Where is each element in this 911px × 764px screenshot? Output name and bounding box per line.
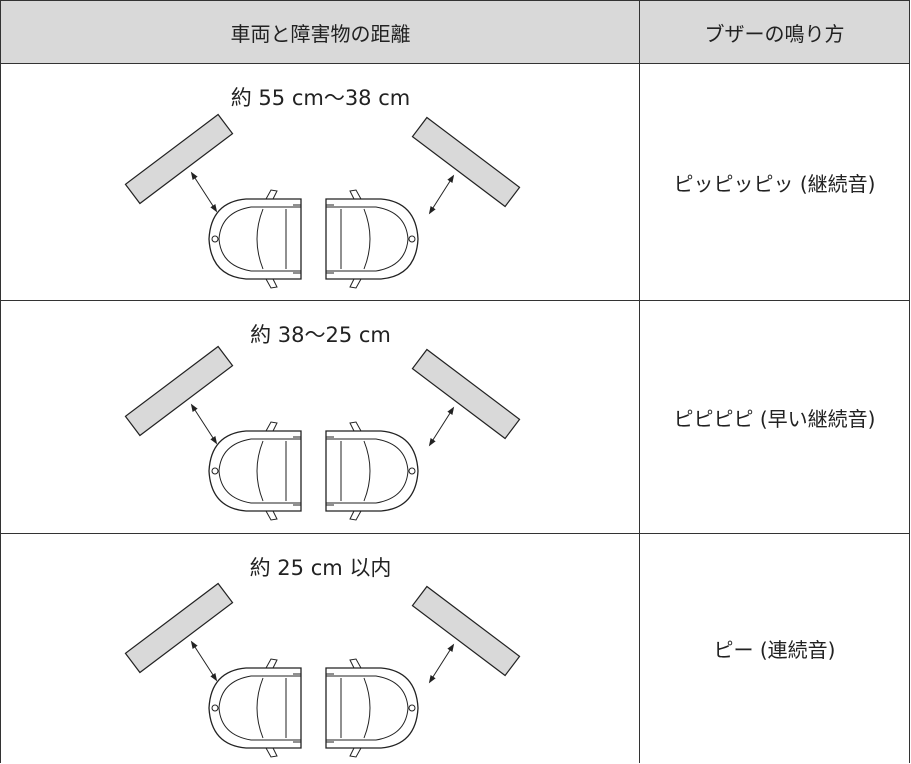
buzzer-label: ピピピピ (早い継続音)	[673, 407, 876, 431]
header-text: 車両と障害物の距離	[230, 22, 411, 46]
buzzer-label: ピー (連続音)	[713, 638, 836, 662]
buzzer-label: ピッピッピッ (継続音)	[673, 172, 876, 196]
distance-cell: 約 38〜25 cm	[0, 300, 640, 534]
sensor-diagram	[1, 64, 640, 301]
distance-label: 約 38〜25 cm	[250, 323, 391, 347]
header-cell: ブザーの鳴り方	[639, 0, 910, 64]
sensor-diagram	[1, 301, 640, 534]
buzzer-cell: ピー (連続音)	[639, 533, 910, 763]
sensor-diagram	[1, 534, 640, 764]
header-cell: 車両と障害物の距離	[0, 0, 640, 64]
header-text: ブザーの鳴り方	[704, 22, 845, 46]
distance-cell: 約 25 cm 以内	[0, 533, 640, 763]
buzzer-cell: ピッピッピッ (継続音)	[639, 63, 910, 301]
buzzer-cell: ピピピピ (早い継続音)	[639, 300, 910, 534]
distance-label: 約 55 cm〜38 cm	[230, 86, 411, 110]
distance-label: 約 25 cm 以内	[249, 556, 392, 580]
distance-cell: 約 55 cm〜38 cm	[0, 63, 640, 301]
